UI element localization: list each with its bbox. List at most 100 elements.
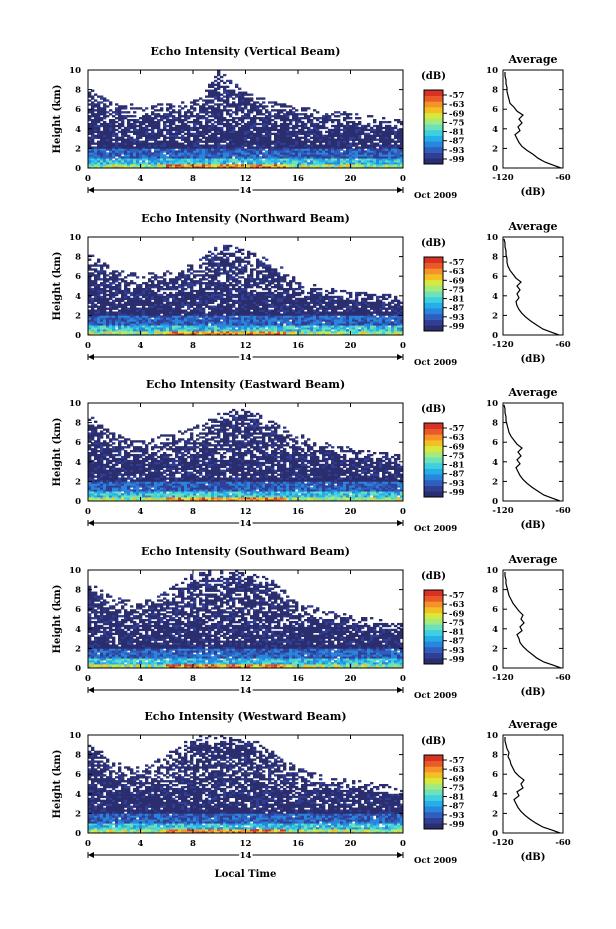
colorbar-tick-label: -81 [449,793,464,803]
colorbar-frame [423,754,444,830]
colorbar-tick-label: -69 [449,442,464,452]
colorbar-tick-label: -87 [449,802,464,812]
x-tick-label: 8 [190,341,196,351]
x-tick-label: 4 [138,507,144,517]
colorbar-tick-label: -57 [449,258,464,268]
y-tick-label: 4 [75,625,81,635]
y-tick-label: 2 [75,809,81,819]
colorbar-segment [424,479,443,486]
colorbar-segment [424,618,443,625]
colorbar-segment [424,124,443,131]
panel-4: Echo Intensity (Southward Beam) 0 2 4 6 8 10 He… [52,545,571,701]
x-tick-label: 12 [240,674,252,684]
day-bar-arrow [397,354,403,360]
y-tick-label: 6 [75,605,81,615]
x-tick-label: 20 [345,839,357,849]
average-x-tick-label: -60 [555,673,570,683]
y-tick-label: 0 [75,164,81,174]
colorbar-tick-label: -57 [449,591,464,601]
day-label: 14 [240,686,252,696]
day-bar-arrow [397,187,403,193]
colorbar-tick-label: -99 [449,820,464,830]
panel-5: Echo Intensity (Westward Beam) 0 2 4 6 8 10 Hei… [52,710,571,866]
x-tick-label: 20 [345,341,357,351]
colorbar-segment [424,462,443,469]
colorbar-tick-label: -87 [449,470,464,480]
colorbar-frame [423,589,444,665]
colorbar-tick-label: -87 [449,304,464,314]
average-y-tick-label: 10 [486,731,498,741]
colorbar-segment [424,607,443,614]
x-tick-label: 0 [400,174,406,184]
panel-title: Echo Intensity (Vertical Beam) [150,45,340,58]
day-bar-arrow [397,687,403,693]
colorbar-segment [424,794,443,801]
colorbar-segment [424,428,443,435]
average-profile-line [504,571,562,669]
colorbar-segment [424,760,443,767]
colorbar-segment [424,823,443,830]
colorbar-segment [424,624,443,631]
colorbar-segment [424,451,443,458]
x-tick-label: 8 [190,674,196,684]
y-tick-label: 10 [69,731,81,741]
average-y-tick-label: 0 [492,664,498,674]
colorbar-segment [424,257,443,263]
colorbar-segment [424,152,443,159]
average-profile-line [504,71,562,169]
average-x-tick-label: -120 [492,673,513,683]
colorbar-frame [423,256,444,332]
colorbar-tick-label: -63 [449,267,464,277]
heatmap-cells [88,735,404,834]
average-x-tick-label: -60 [555,838,570,848]
colorbar-segment [424,766,443,773]
colorbar-segment [424,325,443,332]
colorbar-segment [424,291,443,298]
colorbar-segment [424,107,443,114]
average-profile-line [503,238,560,336]
average-x-label: (dB) [521,687,546,698]
colorbar-unit: (dB) [421,238,446,249]
x-tick-label: 12 [240,174,252,184]
x-tick-label: 0 [400,507,406,517]
colorbar-segment [424,817,443,824]
average-x-label: (dB) [521,520,546,531]
colorbar-tick-label: -75 [449,118,464,128]
colorbar-tick-label: -63 [449,600,464,610]
x-tick-label: 0 [400,839,406,849]
colorbar-tick-label: -63 [449,765,464,775]
average-y-tick-label: 6 [492,105,498,115]
panel-1: Echo Intensity (Vertical Beam) 0 2 4 6 8 10 Hei… [52,45,571,201]
colorbar-tick-label: -99 [449,488,464,498]
average-title: Average [507,53,557,66]
y-tick-label: 8 [75,751,81,761]
x-tick-label: 0 [85,674,91,684]
colorbar-tick-label: -75 [449,783,464,793]
colorbar-segment [424,319,443,326]
colorbar-segment [424,101,443,108]
colorbar-segment [424,652,443,659]
x-tick-label: 16 [292,839,304,849]
colorbar-tick-label: -99 [449,655,464,665]
colorbar-segment [424,595,443,602]
y-tick-label: 6 [75,438,81,448]
y-tick-label: 0 [75,829,81,839]
colorbar-tick-label: -93 [449,479,464,489]
colorbar-unit: (dB) [421,404,446,415]
date-label: Oct 2009 [414,856,457,866]
colorbar-unit: (dB) [421,736,446,747]
day-bar-arrow [88,852,94,858]
colorbar-segment [424,635,443,642]
y-axis-label: Height (km) [52,252,63,321]
x-tick-label: 20 [345,674,357,684]
colorbar-segment [424,440,443,447]
date-label: Oct 2009 [414,191,457,201]
x-tick-label: 0 [85,839,91,849]
average-x-tick-label: -120 [492,506,513,516]
average-x-label: (dB) [521,187,546,198]
date-label: Oct 2009 [414,524,457,534]
day-bar-arrow [88,687,94,693]
colorbar-segment [424,811,443,818]
colorbar-tick-label: -87 [449,637,464,647]
